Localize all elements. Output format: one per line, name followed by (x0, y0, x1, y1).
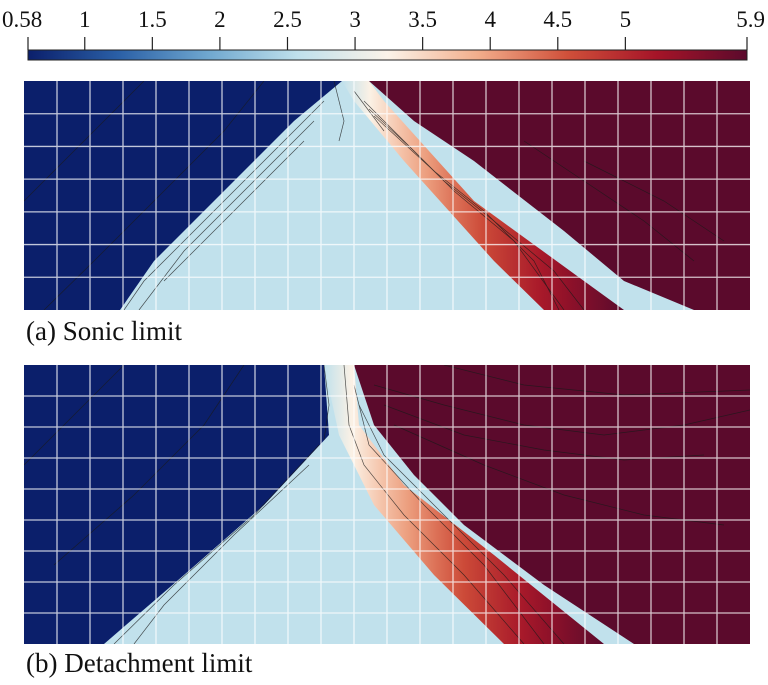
contour-line (373, 384, 750, 436)
upstream-region (24, 365, 329, 644)
contour-line (358, 404, 565, 644)
contour-line (523, 140, 695, 262)
panel-detachment-limit (24, 365, 750, 644)
contour-line (353, 384, 545, 644)
colorbar-tick-label: 5.9 (736, 7, 765, 32)
shock-transition (342, 81, 624, 310)
colorbar-tick-label: 5 (620, 7, 632, 32)
panel-sonic-limit (24, 81, 750, 310)
caption-detachment-limit: (b) Detachment limit (26, 648, 253, 678)
colorbar-tick-labels: 0.58 1 1.5 2 2.5 3 3.5 4 4.5 5 5.9 (2, 7, 765, 32)
contour-line (53, 365, 245, 566)
contour-line (113, 444, 320, 644)
downstream-region (369, 81, 750, 310)
colorbar-tick-label: 3 (349, 7, 361, 32)
contour-line (368, 108, 565, 310)
contour-line (24, 81, 145, 202)
colorbar: 0.58 1 1.5 2 2.5 3 3.5 4 4.5 5 5.9 (2, 7, 765, 61)
colorbar-tick-label: 3.5 (408, 7, 437, 32)
colorbar-tick-label: 4.5 (543, 7, 572, 32)
contour-line (163, 140, 305, 282)
colorbar-tick-label: 1 (79, 7, 91, 32)
colorbar-tick-label: 2.5 (273, 7, 302, 32)
contour-line (24, 365, 125, 466)
caption-sonic-limit: (a) Sonic limit (26, 316, 182, 346)
contour-line (123, 100, 325, 310)
contour-line (323, 365, 330, 441)
contour-line (353, 90, 385, 132)
contour-line (333, 81, 345, 142)
contour-line (133, 464, 310, 644)
contour-line (583, 160, 725, 242)
contour-line (138, 120, 315, 310)
contour-line (443, 365, 750, 396)
colorbar-gradient (27, 49, 748, 61)
colorbar-tick-label: 2 (214, 7, 226, 32)
colorbar-tick-label: 1.5 (138, 7, 167, 32)
upstream-region (24, 81, 342, 310)
colorbar-tick-label: 4 (484, 7, 496, 32)
colorbar-tick-marks (27, 37, 748, 50)
contour-line (343, 365, 525, 644)
colorbar-tick-label: 0.58 (2, 7, 42, 32)
contour-line (393, 424, 725, 526)
mesh-grid (24, 81, 750, 310)
shock-transition (324, 365, 604, 644)
mesh-grid (24, 365, 750, 644)
field-plot-sonic-limit (24, 81, 750, 310)
field-plot-detachment-limit (24, 365, 750, 644)
